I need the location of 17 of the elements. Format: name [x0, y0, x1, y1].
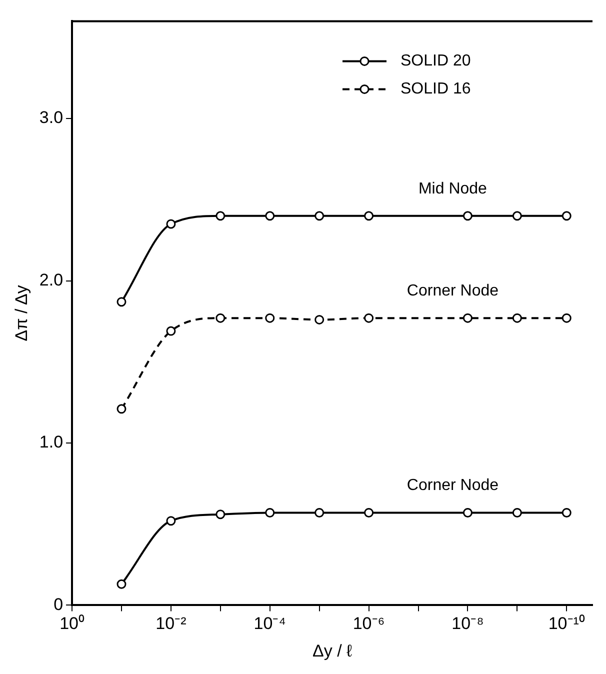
y-tick-label: 2.0 — [39, 270, 64, 290]
legend-label: SOLID 16 — [400, 80, 471, 98]
legend-label: SOLID 20 — [400, 52, 471, 70]
annotation: Corner Node — [406, 477, 499, 494]
x-tick-label: 10⁰ — [60, 614, 84, 634]
y-tick-label: 0 — [54, 594, 64, 614]
y-axis-title: Δπ / Δy — [12, 284, 31, 342]
x-tick-label: 10⁻² — [156, 614, 187, 634]
x-tick-label: 10⁻⁴ — [254, 614, 286, 634]
annotation: Corner Node — [406, 282, 499, 300]
x-tick-label: 10⁻⁶ — [352, 614, 385, 634]
x-tick-label: 10⁻⁸ — [452, 614, 484, 634]
x-axis-title: Δy / ℓ — [312, 641, 353, 660]
y-tick-label: 1.0 — [39, 432, 64, 452]
annotation: Mid Node — [418, 180, 488, 198]
x-tick-label: 10⁻¹⁰ — [548, 614, 585, 634]
y-tick-label: 3.0 — [39, 108, 64, 128]
